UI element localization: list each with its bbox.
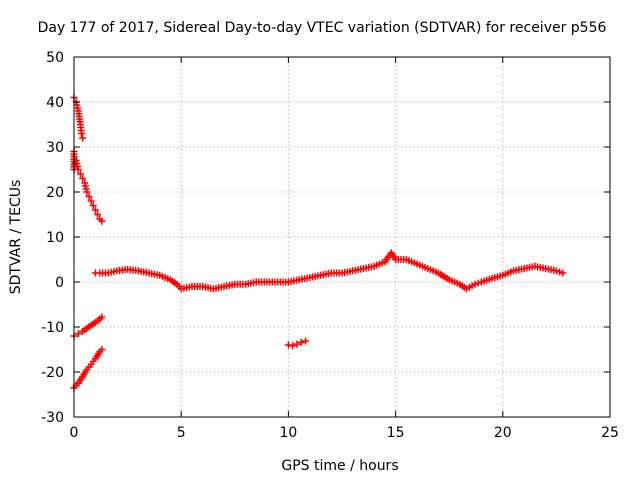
data-point xyxy=(98,346,106,353)
y-tick-label: -30 xyxy=(41,410,64,426)
series-arc-high xyxy=(70,94,87,142)
y-tick-label: 0 xyxy=(55,275,64,291)
y-tick-label: -10 xyxy=(41,320,64,336)
data-point xyxy=(559,269,567,277)
y-tick-label: 10 xyxy=(46,230,64,246)
data-points xyxy=(70,94,567,392)
y-tick-label: 20 xyxy=(46,185,64,201)
data-point xyxy=(289,342,297,350)
chart-title: Day 177 of 2017, Sidereal Day-to-day VTE… xyxy=(38,20,607,36)
x-tick-label: 20 xyxy=(494,425,512,441)
grid-lines xyxy=(74,57,610,417)
x-tick-label: 0 xyxy=(70,425,79,441)
data-point xyxy=(471,280,479,288)
data-point xyxy=(79,175,87,182)
x-tick-label: 5 xyxy=(177,425,186,441)
data-point xyxy=(293,340,301,348)
y-tick-label: 40 xyxy=(46,95,64,111)
data-point xyxy=(87,197,95,205)
data-point xyxy=(89,202,97,209)
y-axis-label: SDTVAR / TECUs xyxy=(8,180,24,295)
data-point xyxy=(98,217,106,225)
data-point xyxy=(94,211,102,218)
data-point xyxy=(552,267,560,275)
data-point xyxy=(79,134,87,142)
data-point xyxy=(85,193,93,200)
data-point xyxy=(302,337,310,345)
data-point xyxy=(98,313,106,321)
data-point xyxy=(83,188,91,196)
data-point xyxy=(78,130,86,137)
data-point xyxy=(76,170,84,178)
data-point xyxy=(474,279,482,287)
data-point xyxy=(74,166,82,173)
y-tick-label: 50 xyxy=(46,50,64,66)
series-main-trace xyxy=(91,249,567,293)
x-axis-label: GPS time / hours xyxy=(281,458,398,474)
data-point xyxy=(556,268,564,276)
x-tick-label: 15 xyxy=(387,425,405,441)
y-tick-label: -20 xyxy=(41,365,64,381)
data-point xyxy=(297,338,305,346)
series-arc-ten-hour xyxy=(284,337,310,350)
x-tick-label: 10 xyxy=(279,425,297,441)
data-point xyxy=(284,341,292,349)
y-tick-label: 30 xyxy=(46,140,64,156)
series-arc-low-negative xyxy=(70,346,106,392)
data-point xyxy=(91,206,99,214)
data-point xyxy=(74,330,82,338)
axis-ticks: 0 5 10 15 20 25 -30 -20 -10 0 10 20 30 40 50 xyxy=(41,50,619,441)
series-arc-upper xyxy=(70,148,106,225)
x-tick-label: 25 xyxy=(601,425,619,441)
